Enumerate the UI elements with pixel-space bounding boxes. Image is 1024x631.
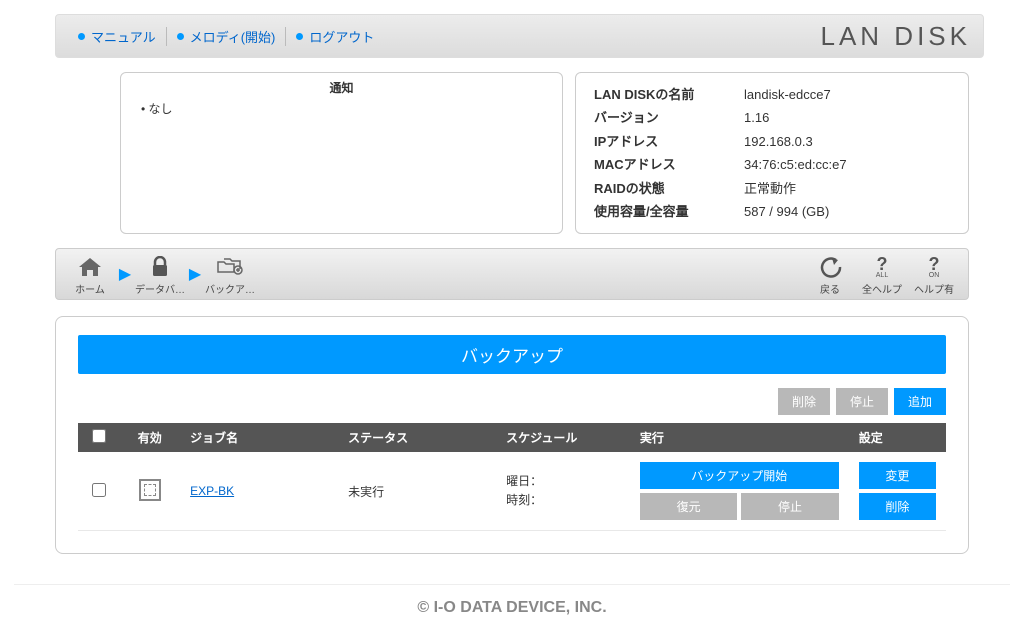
- col-settings: 設定: [849, 423, 946, 452]
- row-checkbox[interactable]: [92, 483, 106, 497]
- tool-label: データバ…: [135, 281, 185, 296]
- job-status: 未実行: [338, 452, 496, 531]
- status-row: バージョン1.16: [594, 106, 950, 129]
- schedule-time: 時刻：: [506, 491, 620, 510]
- footer-copyright: © I-O DATA DEVICE, INC.: [0, 599, 1024, 617]
- notification-title: 通知: [135, 79, 548, 96]
- tool-backup[interactable]: バックア…: [204, 253, 256, 296]
- notification-text: なし: [149, 102, 173, 116]
- back-icon: [818, 253, 842, 281]
- link-label: メロディ(開始): [190, 27, 276, 46]
- table-row: EXP-BK 未実行 曜日： 時刻： バックアップ開始 復元 停止: [78, 452, 946, 531]
- bullet-icon: [78, 33, 85, 40]
- top-links: マニュアル メロディ(開始) ログアウト: [68, 27, 384, 46]
- tool-label: ホーム: [75, 281, 105, 296]
- status-label: MACアドレス: [594, 153, 744, 176]
- status-label: バージョン: [594, 106, 744, 129]
- help-sup: ALL: [876, 272, 888, 279]
- tool-label: バックア…: [205, 281, 255, 296]
- table-header-row: 有効 ジョブ名 ステータス スケジュール 実行 設定: [78, 423, 946, 452]
- status-value: 正常動作: [744, 177, 950, 200]
- folders-icon: [216, 253, 244, 281]
- enabled-icon[interactable]: [139, 479, 161, 501]
- svg-text:?: ?: [929, 254, 940, 274]
- add-button[interactable]: 追加: [894, 388, 946, 415]
- footer-divider: [14, 584, 1010, 585]
- link-label: マニュアル: [91, 27, 156, 46]
- status-row: RAIDの状態正常動作: [594, 177, 950, 200]
- status-row: 使用容量/全容量587 / 994 (GB): [594, 200, 950, 223]
- col-schedule: スケジュール: [496, 423, 630, 452]
- tool-label: ヘルプ有: [914, 281, 954, 296]
- home-icon: [77, 253, 103, 281]
- brand-logo: LAN DISK: [821, 21, 972, 52]
- tool-help-on[interactable]: ? ON ヘルプ有: [908, 253, 960, 296]
- status-label: RAIDの状態: [594, 177, 744, 200]
- bullet-icon: [296, 33, 303, 40]
- bullet-icon: [177, 33, 184, 40]
- status-row: LAN DISKの名前landisk-edcce7: [594, 83, 950, 106]
- status-panel: LAN DISKの名前landisk-edcce7 バージョン1.16 IPアド…: [575, 72, 969, 234]
- breadcrumb-toolbar: ホーム ▶ データバ… ▶ バックア… 戻る ? ALL 全ヘルプ ? ON ヘ…: [55, 248, 969, 300]
- link-logout[interactable]: ログアウト: [285, 27, 384, 46]
- edit-button[interactable]: 変更: [859, 462, 936, 489]
- col-exec: 実行: [630, 423, 849, 452]
- status-label: 使用容量/全容量: [594, 200, 744, 223]
- lock-icon: [150, 253, 170, 281]
- help-sup: ON: [929, 272, 940, 279]
- status-value: 587 / 994 (GB): [744, 200, 950, 223]
- backup-table: 有効 ジョブ名 ステータス スケジュール 実行 設定 EXP-BK 未実行 曜日…: [78, 423, 946, 531]
- stop-button[interactable]: 停止: [836, 388, 888, 415]
- exec-buttons: バックアップ開始 復元 停止: [640, 462, 839, 520]
- main-panel: バックアップ 削除 停止 追加 有効 ジョブ名 ステータス スケジュール 実行 …: [55, 316, 969, 554]
- status-label: LAN DISKの名前: [594, 83, 744, 106]
- chevron-icon: ▶: [116, 264, 134, 284]
- status-label: IPアドレス: [594, 130, 744, 153]
- job-schedule: 曜日： 時刻：: [496, 452, 630, 531]
- col-enabled: 有効: [119, 423, 180, 452]
- tool-label: 全ヘルプ: [862, 281, 902, 296]
- row-delete-button[interactable]: 削除: [859, 493, 936, 520]
- select-all-checkbox[interactable]: [92, 429, 106, 443]
- notification-item: • なし: [141, 100, 548, 117]
- tool-back[interactable]: 戻る: [804, 253, 856, 296]
- col-jobname: ジョブ名: [180, 423, 338, 452]
- status-value: 192.168.0.3: [744, 130, 950, 153]
- section-title: バックアップ: [78, 335, 946, 374]
- top-action-row: 削除 停止 追加: [78, 388, 946, 415]
- status-row: IPアドレス192.168.0.3: [594, 130, 950, 153]
- tool-label: 戻る: [820, 281, 840, 296]
- row-stop-button[interactable]: 停止: [741, 493, 838, 520]
- link-manual[interactable]: マニュアル: [68, 27, 166, 46]
- notification-panel: 通知 • なし: [120, 72, 563, 234]
- tool-databackup[interactable]: データバ…: [134, 253, 186, 296]
- help-on-icon: ? ON: [924, 253, 944, 281]
- tool-help-all[interactable]: ? ALL 全ヘルプ: [856, 253, 908, 296]
- status-value: 1.16: [744, 106, 950, 129]
- link-label: ログアウト: [309, 27, 374, 46]
- backup-start-button[interactable]: バックアップ開始: [640, 462, 839, 489]
- col-checkbox: [78, 423, 119, 452]
- help-all-icon: ? ALL: [872, 253, 892, 281]
- schedule-day: 曜日：: [506, 472, 620, 491]
- tool-home[interactable]: ホーム: [64, 253, 116, 296]
- restore-button[interactable]: 復元: [640, 493, 737, 520]
- status-value: landisk-edcce7: [744, 83, 950, 106]
- delete-button[interactable]: 削除: [778, 388, 830, 415]
- col-status: ステータス: [338, 423, 496, 452]
- top-bar: マニュアル メロディ(開始) ログアウト LAN DISK: [55, 14, 984, 58]
- svg-text:?: ?: [877, 254, 888, 274]
- status-value: 34:76:c5:ed:cc:e7: [744, 153, 950, 176]
- chevron-icon: ▶: [186, 264, 204, 284]
- info-row: 通知 • なし LAN DISKの名前landisk-edcce7 バージョン1…: [120, 72, 969, 234]
- status-row: MACアドレス34:76:c5:ed:cc:e7: [594, 153, 950, 176]
- setting-buttons: 変更 削除: [859, 462, 936, 520]
- job-name-link[interactable]: EXP-BK: [190, 484, 234, 498]
- link-melody[interactable]: メロディ(開始): [166, 27, 286, 46]
